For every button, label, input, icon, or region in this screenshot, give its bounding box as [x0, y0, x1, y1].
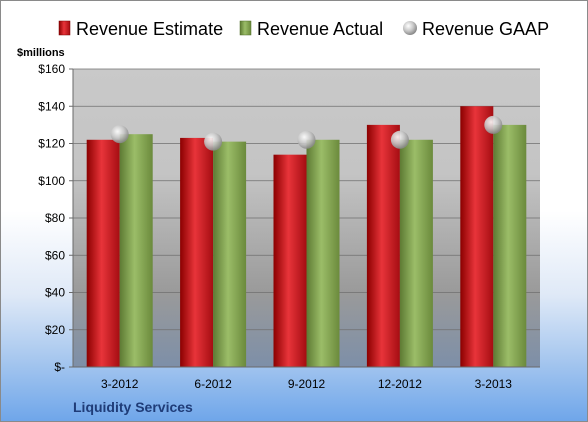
x-tick-label: 12-2012 [378, 377, 422, 391]
legend-swatch-estimate [58, 20, 71, 36]
y-tick-label: $60 [45, 248, 65, 262]
marker-revenue-gaap [110, 125, 129, 144]
company-name: Liquidity Services [73, 399, 193, 415]
x-tick-label: 3-2012 [101, 377, 139, 391]
legend: Revenue Estimate Revenue Actual Revenue … [58, 19, 549, 39]
x-axis-ticks: 3-2012 6-2012 9-2012 12-2012 3-2013 [101, 377, 512, 391]
y-tick-label: $160 [38, 62, 65, 76]
x-tick-label: 9-2012 [288, 377, 326, 391]
x-tick-label: 3-2013 [475, 377, 513, 391]
marker-revenue-gaap [297, 130, 316, 149]
bar-revenue-actual [399, 139, 433, 367]
y-axis-ticks: $- $20 $40 $60 $80 $100 $120 $140 $160 [38, 62, 73, 374]
bar-revenue-estimate [86, 139, 120, 367]
bar-revenue-actual [306, 139, 340, 367]
bar-revenue-actual [119, 134, 153, 367]
y-tick-label: $120 [38, 137, 65, 151]
legend-item-gaap: Revenue GAAP [403, 19, 549, 39]
bars [86, 106, 527, 367]
y-tick-label: $- [54, 360, 65, 374]
marker-revenue-gaap [390, 130, 409, 149]
bar-revenue-estimate [366, 124, 400, 367]
gaap-markers [110, 115, 503, 151]
legend-swatch-gaap [403, 21, 417, 35]
y-tick-label: $100 [38, 174, 65, 188]
y-tick-label: $80 [45, 211, 65, 225]
bar-revenue-estimate [180, 137, 214, 367]
legend-label-actual: Revenue Actual [257, 19, 383, 39]
bar-revenue-estimate [460, 106, 494, 367]
legend-swatch-actual [239, 20, 252, 36]
x-tick-label: 6-2012 [194, 377, 232, 391]
legend-label-gaap: Revenue GAAP [422, 19, 549, 39]
legend-item-actual: Revenue Actual [239, 19, 383, 39]
bar-revenue-actual [493, 124, 527, 367]
y-tick-label: $20 [45, 323, 65, 337]
legend-item-estimate: Revenue Estimate [58, 19, 223, 39]
y-tick-label: $40 [45, 286, 65, 300]
marker-revenue-gaap [204, 132, 223, 151]
legend-label-estimate: Revenue Estimate [76, 19, 223, 39]
y-axis-unit-label: $millions [17, 47, 65, 59]
marker-revenue-gaap [484, 115, 503, 134]
bar-revenue-actual [213, 141, 247, 367]
bar-revenue-estimate [273, 154, 307, 367]
y-tick-label: $140 [38, 99, 65, 113]
